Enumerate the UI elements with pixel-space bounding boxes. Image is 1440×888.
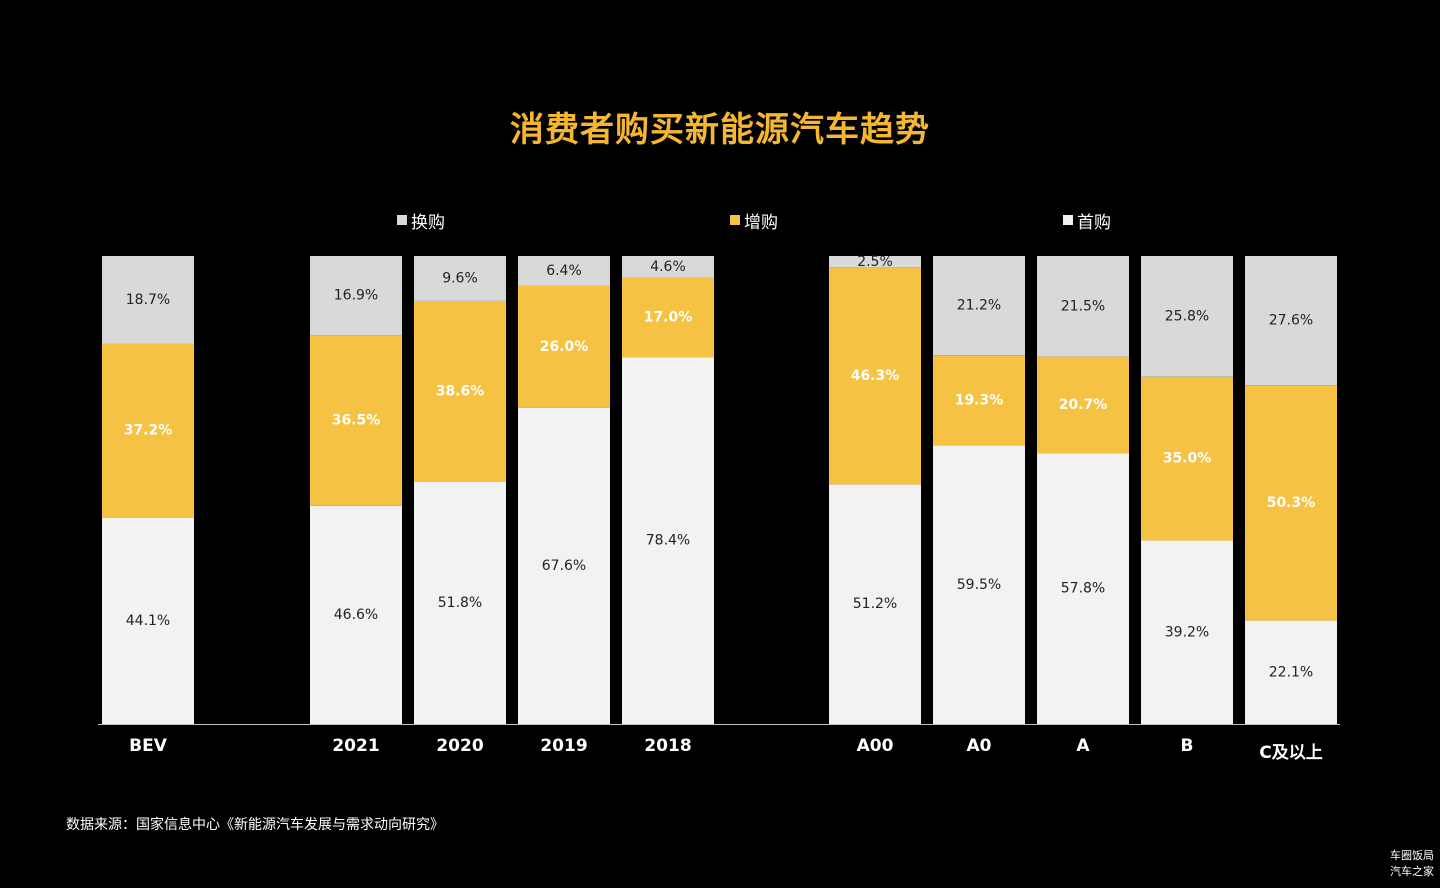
watermark-line-2: 汽车之家	[1390, 865, 1434, 878]
legend-swatch-add	[730, 215, 740, 225]
bar-segment-add	[414, 300, 506, 482]
value-label-first: 44.1%	[126, 613, 170, 629]
watermark: 车圈饭局 汽车之家	[1390, 848, 1434, 880]
legend-label-first: 首购	[1077, 212, 1111, 233]
bar-segment-replace	[1141, 256, 1233, 377]
bar-segment-replace	[829, 256, 921, 268]
value-label-first: 46.6%	[334, 607, 378, 623]
bar-segment-add	[622, 277, 714, 358]
value-label-first: 39.2%	[1165, 624, 1209, 640]
value-label-first: 22.1%	[1269, 664, 1313, 680]
legend-item-replace: 换购	[397, 210, 445, 233]
bar-segment-first	[622, 357, 714, 724]
value-label-add: 37.2%	[124, 423, 173, 439]
category-label: A	[1076, 736, 1090, 756]
bar-segment-add	[933, 355, 1025, 446]
bar-segment-first	[310, 505, 402, 724]
watermark-line-1: 车圈饭局	[1390, 849, 1434, 862]
category-label: A00	[857, 736, 894, 756]
value-label-replace: 25.8%	[1165, 308, 1209, 324]
value-label-replace: 4.6%	[650, 259, 686, 275]
value-label-add: 46.3%	[851, 368, 900, 384]
value-label-replace: 21.2%	[957, 298, 1001, 314]
value-label-replace: 2.5%	[857, 254, 893, 270]
bar-segment-add	[518, 285, 610, 408]
category-label: 2020	[436, 736, 483, 756]
legend-swatch-replace	[397, 215, 407, 225]
category-label: 2019	[540, 736, 587, 756]
value-label-first: 51.8%	[438, 595, 482, 611]
legend-item-add: 增购	[730, 210, 778, 233]
legend-label-add: 增购	[744, 212, 778, 233]
bar-segment-first	[102, 517, 194, 724]
bar-segment-first	[1245, 620, 1337, 724]
value-label-first: 51.2%	[853, 596, 897, 612]
value-label-add: 17.0%	[644, 309, 693, 325]
bar-segment-replace	[933, 256, 1025, 356]
value-label-add: 35.0%	[1163, 451, 1212, 467]
value-label-add: 38.6%	[436, 383, 485, 399]
bar-segment-replace	[518, 256, 610, 286]
category-label: B	[1181, 736, 1194, 756]
bar-segment-first	[1037, 453, 1129, 724]
category-label: C及以上	[1259, 743, 1322, 763]
value-label-first: 57.8%	[1061, 581, 1105, 597]
category-label: 2018	[644, 736, 691, 756]
value-label-replace: 6.4%	[546, 263, 582, 279]
category-label: 2021	[332, 736, 379, 756]
value-label-first: 67.6%	[542, 558, 586, 574]
value-label-replace: 18.7%	[126, 292, 170, 308]
chart-title: 消费者购买新能源汽车趋势	[510, 110, 930, 150]
value-label-add: 36.5%	[332, 413, 381, 429]
value-label-first: 59.5%	[957, 577, 1001, 593]
value-label-replace: 27.6%	[1269, 313, 1313, 329]
value-label-first: 78.4%	[646, 533, 690, 549]
data-source-note: 数据来源：国家信息中心《新能源汽车发展与需求动向研究》	[66, 817, 444, 833]
legend-label-replace: 换购	[411, 212, 445, 233]
bar-segment-replace	[102, 256, 194, 344]
bar-segment-replace	[310, 256, 402, 336]
bar-segment-add	[1245, 385, 1337, 621]
bar-segment-first	[414, 481, 506, 724]
bar-segment-add	[829, 267, 921, 485]
category-label: BEV	[129, 736, 168, 756]
value-label-add: 20.7%	[1059, 397, 1108, 413]
bar-segment-first	[933, 445, 1025, 724]
value-label-add: 19.3%	[955, 392, 1004, 408]
bar-segment-replace	[1245, 256, 1337, 386]
value-label-replace: 21.5%	[1061, 298, 1105, 314]
legend-item-first: 首购	[1063, 210, 1111, 233]
legend-swatch-first	[1063, 215, 1073, 225]
value-label-add: 26.0%	[540, 339, 589, 355]
value-label-replace: 16.9%	[334, 288, 378, 304]
bar-segment-replace	[1037, 256, 1129, 357]
category-label: A0	[967, 736, 992, 756]
bar-segment-add	[102, 343, 194, 518]
value-label-add: 50.3%	[1267, 495, 1316, 511]
bar-segment-replace	[414, 256, 506, 301]
bar-segment-first	[829, 484, 921, 724]
bar-segment-add	[310, 335, 402, 506]
bar-segment-add	[1037, 356, 1129, 454]
value-label-replace: 9.6%	[442, 270, 478, 286]
bar-segment-first	[1141, 540, 1233, 724]
bar-segment-add	[1141, 376, 1233, 541]
bar-segment-replace	[622, 256, 714, 278]
bar-segment-first	[518, 407, 610, 724]
